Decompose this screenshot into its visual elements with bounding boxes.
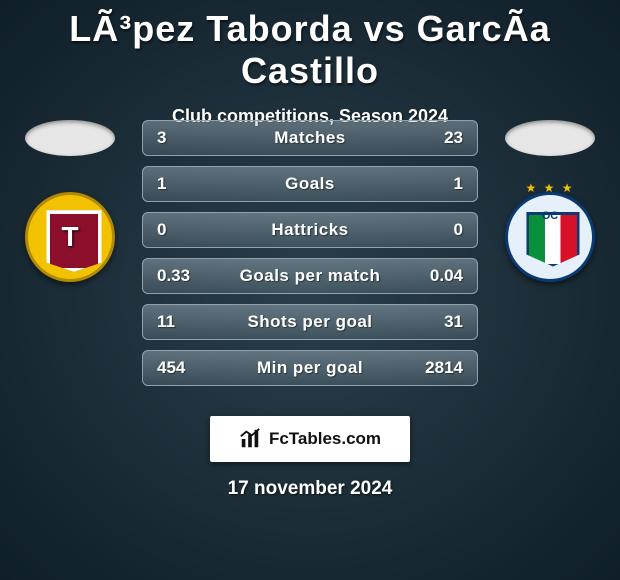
stat-left-value: 454 [157,358,217,378]
stat-left-value: 0.33 [157,266,217,286]
player-marker-left [25,120,115,156]
stat-label: Matches [217,128,403,148]
date-text: 17 november 2024 [228,478,393,500]
comparison-section: 3Matches23 1Goals1 0Hattricks0 0.33Goals pe… [0,110,620,386]
stat-label: Goals [217,174,403,194]
club-badge-left [25,192,115,282]
stat-right-value: 0.04 [403,266,463,286]
stat-row: 0Hattricks0 [142,212,478,248]
stat-right-value: 23 [403,128,463,148]
footer-section: FcTables.com 17 november 2024 [0,396,620,500]
stat-right-value: 0 [403,220,463,240]
right-side: ★ ★ ★ [490,110,610,282]
stat-label: Min per goal [217,358,403,378]
stat-right-value: 2814 [403,358,463,378]
player-marker-right [505,120,595,156]
brand-badge: FcTables.com [210,416,410,462]
stat-left-value: 11 [157,312,217,332]
stat-row: 0.33Goals per match0.04 [142,258,478,294]
stat-label: Hattricks [217,220,403,240]
stat-row: 3Matches23 [142,120,478,156]
brand-chart-icon [239,428,261,450]
stat-right-value: 31 [403,312,463,332]
club-badge-right: ★ ★ ★ [505,192,595,282]
stat-row: 1Goals1 [142,166,478,202]
stat-left-value: 3 [157,128,217,148]
stat-left-value: 1 [157,174,217,194]
stat-label: Goals per match [217,266,403,286]
page-title: LÃ³pez Taborda vs GarcÃ­a Castillo [0,0,620,92]
stat-row: 11Shots per goal31 [142,304,478,340]
left-side [10,110,130,282]
brand-text: FcTables.com [269,429,381,449]
stat-label: Shots per goal [217,312,403,332]
stat-row: 454Min per goal2814 [142,350,478,386]
stat-left-value: 0 [157,220,217,240]
stars-icon: ★ ★ ★ [508,181,592,195]
stats-table: 3Matches23 1Goals1 0Hattricks0 0.33Goals pe… [130,110,490,386]
stat-right-value: 1 [403,174,463,194]
